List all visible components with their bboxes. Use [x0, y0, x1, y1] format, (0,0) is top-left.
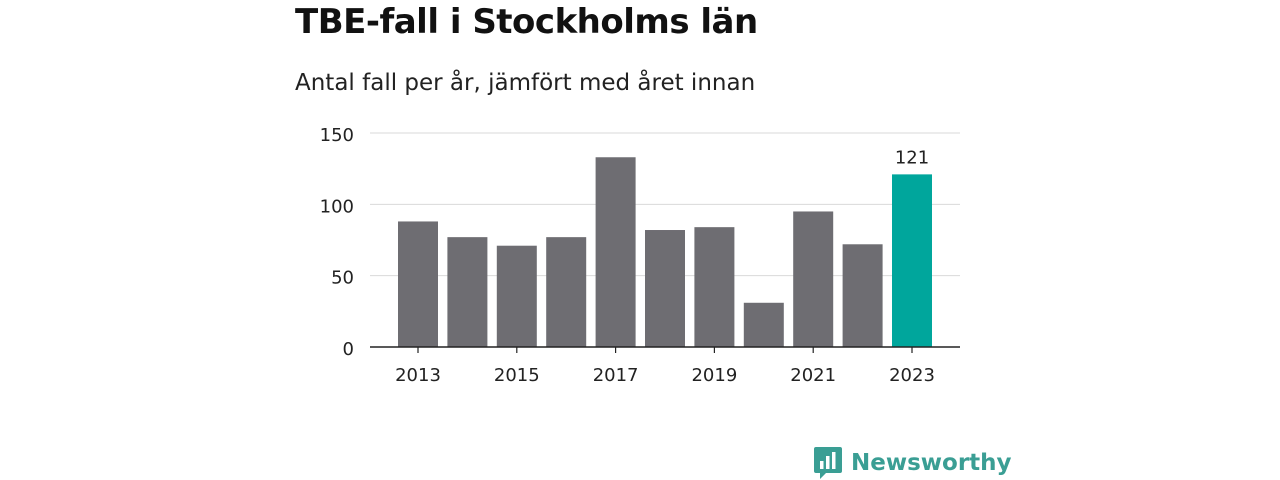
bar-2016 [546, 237, 587, 347]
bar-2021 [793, 211, 834, 347]
bar-2015 [496, 245, 537, 347]
bar-chart: 0 50 100 150 2013 2015 2017 2019 2021 2023 121 [320, 125, 960, 386]
newsworthy-logo-text: Newsworthy [851, 450, 1012, 476]
chart-subtitle: Antal fall per år, jämfört med året inna… [295, 70, 756, 96]
newsworthy-logo-icon [814, 447, 842, 479]
bar-2020 [743, 302, 784, 347]
x-tick-label-2019: 2019 [691, 365, 737, 386]
y-tick-label-150: 150 [320, 125, 354, 146]
bar-2014 [447, 237, 488, 347]
y-tick-label-50: 50 [331, 268, 354, 289]
bar-2019 [694, 227, 735, 347]
x-tick-label-2023: 2023 [889, 365, 935, 386]
x-tick-label-2017: 2017 [593, 365, 639, 386]
y-tick-label-100: 100 [320, 196, 354, 217]
bar-2023 [892, 174, 932, 347]
bar-2013 [398, 221, 438, 347]
newsworthy-logo: Newsworthy [814, 446, 1012, 480]
bar-2018 [645, 230, 685, 347]
bar-2022 [842, 244, 883, 347]
y-tick-label-0: 0 [343, 339, 354, 360]
x-axis-tick-labels: 2013 2015 2017 2019 2021 2023 [395, 347, 935, 386]
bar-2017 [595, 157, 636, 347]
chart-title: TBE-fall i Stockholms län [295, 2, 758, 42]
x-tick-label-2015: 2015 [494, 365, 540, 386]
data-labels: 121 [895, 147, 929, 168]
x-tick-label-2021: 2021 [790, 365, 836, 386]
x-tick-label-2013: 2013 [395, 365, 441, 386]
data-label-2023: 121 [895, 147, 929, 168]
y-axis-tick-labels: 0 50 100 150 [320, 125, 354, 360]
bars [398, 157, 932, 347]
